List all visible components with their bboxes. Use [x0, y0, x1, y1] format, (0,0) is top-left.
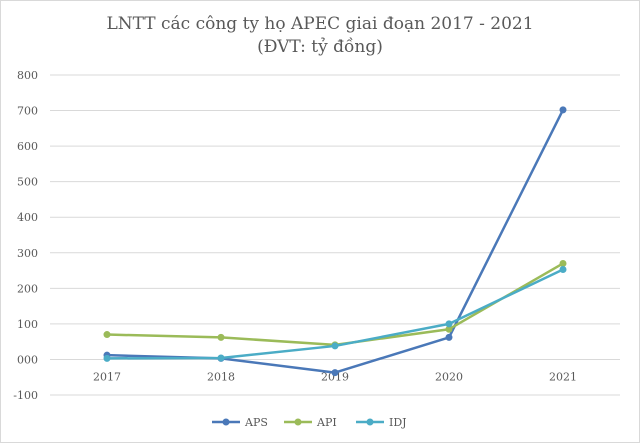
legend-label-api: API — [316, 416, 337, 429]
data-point-idj — [559, 265, 567, 273]
y-tick-label: 600 — [17, 140, 38, 153]
data-point-idj — [331, 342, 339, 350]
data-point-idj — [103, 354, 111, 362]
legend-marker-api — [294, 418, 302, 426]
y-tick-label: 500 — [17, 176, 38, 189]
legend-marker-aps — [222, 418, 230, 426]
legend-label-aps: APS — [244, 416, 268, 429]
x-tick-label: 2018 — [207, 370, 235, 383]
y-tick-label: 700 — [17, 105, 38, 118]
chart-title: LNTT các công ty họ APEC giai đoạn 2017 … — [106, 14, 534, 34]
data-point-aps — [331, 369, 339, 377]
data-point-idj — [217, 354, 225, 362]
data-point-api — [445, 325, 453, 333]
chart-subtitle: (ĐVT: tỷ đồng) — [257, 37, 383, 57]
data-point-aps — [445, 333, 453, 341]
y-tick-label: 000 — [17, 353, 38, 366]
legend-label-idj: IDJ — [389, 416, 407, 429]
data-point-idj — [445, 320, 453, 328]
data-point-api — [217, 333, 225, 341]
y-tick-label: 400 — [17, 211, 38, 224]
y-tick-label: 200 — [17, 282, 38, 295]
x-tick-label: 2020 — [435, 370, 463, 383]
data-point-aps — [559, 106, 567, 114]
x-tick-label: 2021 — [549, 370, 577, 383]
x-tick-label: 2019 — [321, 370, 349, 383]
y-tick-label: 800 — [17, 69, 38, 82]
series-line-aps — [105, 108, 565, 374]
y-tick-label: 300 — [17, 247, 38, 260]
data-point-api — [103, 331, 111, 339]
x-tick-label: 2017 — [93, 370, 121, 383]
series-line-api — [105, 262, 565, 347]
legend-marker-idj — [366, 418, 374, 426]
data-point-api — [559, 259, 567, 267]
y-tick-label: -100 — [13, 389, 38, 402]
y-tick-label: 100 — [17, 318, 38, 331]
